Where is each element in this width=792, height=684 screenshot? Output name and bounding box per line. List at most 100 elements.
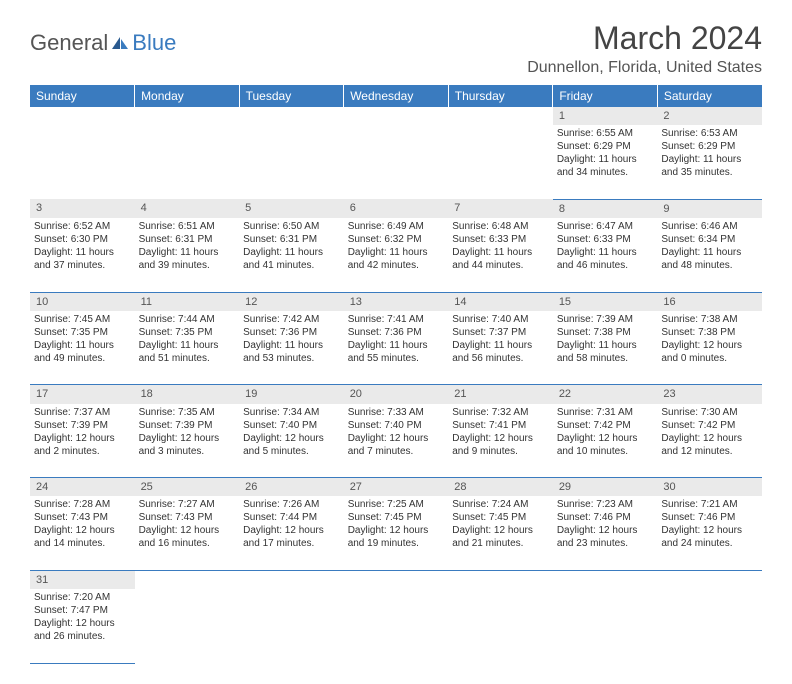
sunrise-text: Sunrise: 7:33 AM xyxy=(348,406,445,419)
sunset-text: Sunset: 7:35 PM xyxy=(139,326,236,339)
day2-text: and 16 minutes. xyxy=(139,537,236,550)
day1-text: Daylight: 12 hours xyxy=(661,524,758,537)
sunset-text: Sunset: 6:33 PM xyxy=(557,233,654,246)
sunrise-text: Sunrise: 7:39 AM xyxy=(557,313,654,326)
day-cell: Sunrise: 7:20 AMSunset: 7:47 PMDaylight:… xyxy=(30,589,135,663)
sunrise-text: Sunrise: 7:25 AM xyxy=(348,498,445,511)
day2-text: and 56 minutes. xyxy=(452,352,549,365)
sunrise-text: Sunrise: 7:24 AM xyxy=(452,498,549,511)
day1-text: Daylight: 12 hours xyxy=(243,524,340,537)
sunrise-text: Sunrise: 6:50 AM xyxy=(243,220,340,233)
sunrise-text: Sunrise: 7:32 AM xyxy=(452,406,549,419)
sunset-text: Sunset: 7:43 PM xyxy=(139,511,236,524)
sunrise-text: Sunrise: 7:28 AM xyxy=(34,498,131,511)
sunrise-text: Sunrise: 7:42 AM xyxy=(243,313,340,326)
day2-text: and 35 minutes. xyxy=(661,166,758,179)
day1-text: Daylight: 12 hours xyxy=(557,432,654,445)
sunrise-text: Sunrise: 6:52 AM xyxy=(34,220,131,233)
day1-text: Daylight: 11 hours xyxy=(452,339,549,352)
day-number xyxy=(135,107,240,125)
day2-text: and 19 minutes. xyxy=(348,537,445,550)
sunrise-text: Sunrise: 7:37 AM xyxy=(34,406,131,419)
sunrise-text: Sunrise: 7:41 AM xyxy=(348,313,445,326)
day-cell: Sunrise: 7:39 AMSunset: 7:38 PMDaylight:… xyxy=(553,311,658,385)
day1-text: Daylight: 11 hours xyxy=(243,339,340,352)
day-number: 10 xyxy=(30,292,135,311)
day1-text: Daylight: 12 hours xyxy=(34,432,131,445)
day2-text: and 17 minutes. xyxy=(243,537,340,550)
day1-text: Daylight: 11 hours xyxy=(557,153,654,166)
sunrise-text: Sunrise: 7:35 AM xyxy=(139,406,236,419)
day-cell: Sunrise: 7:33 AMSunset: 7:40 PMDaylight:… xyxy=(344,404,449,478)
weekday-header: Saturday xyxy=(657,85,762,107)
weekday-header: Friday xyxy=(553,85,658,107)
day-number xyxy=(344,107,449,125)
day-number: 19 xyxy=(239,385,344,404)
sunset-text: Sunset: 7:44 PM xyxy=(243,511,340,524)
sunset-text: Sunset: 6:33 PM xyxy=(452,233,549,246)
sunrise-text: Sunrise: 6:46 AM xyxy=(661,220,758,233)
day-cell xyxy=(239,589,344,663)
sunrise-text: Sunrise: 7:30 AM xyxy=(661,406,758,419)
day-number: 27 xyxy=(344,478,449,497)
sunrise-text: Sunrise: 6:51 AM xyxy=(139,220,236,233)
day-cell: Sunrise: 7:44 AMSunset: 7:35 PMDaylight:… xyxy=(135,311,240,385)
logo: General Blue xyxy=(30,30,176,56)
day-cell: Sunrise: 7:32 AMSunset: 7:41 PMDaylight:… xyxy=(448,404,553,478)
day-number: 11 xyxy=(135,292,240,311)
day1-text: Daylight: 12 hours xyxy=(243,432,340,445)
week-row: Sunrise: 6:55 AMSunset: 6:29 PMDaylight:… xyxy=(30,125,762,199)
sunset-text: Sunset: 6:34 PM xyxy=(661,233,758,246)
page-title: March 2024 xyxy=(527,20,762,57)
day-number: 2 xyxy=(657,107,762,125)
day2-text: and 41 minutes. xyxy=(243,259,340,272)
sunrise-text: Sunrise: 6:55 AM xyxy=(557,127,654,140)
daynum-row: 3456789 xyxy=(30,199,762,218)
day-cell xyxy=(448,589,553,663)
sunset-text: Sunset: 6:31 PM xyxy=(139,233,236,246)
sunset-text: Sunset: 7:35 PM xyxy=(34,326,131,339)
day-cell: Sunrise: 7:26 AMSunset: 7:44 PMDaylight:… xyxy=(239,496,344,570)
calendar-table: Sunday Monday Tuesday Wednesday Thursday… xyxy=(30,85,762,664)
logo-sail-icon xyxy=(110,35,130,51)
sunset-text: Sunset: 7:39 PM xyxy=(139,419,236,432)
sunset-text: Sunset: 7:38 PM xyxy=(557,326,654,339)
day1-text: Daylight: 11 hours xyxy=(139,339,236,352)
day-cell: Sunrise: 7:41 AMSunset: 7:36 PMDaylight:… xyxy=(344,311,449,385)
sunset-text: Sunset: 6:30 PM xyxy=(34,233,131,246)
day2-text: and 12 minutes. xyxy=(661,445,758,458)
day1-text: Daylight: 11 hours xyxy=(139,246,236,259)
day-number: 7 xyxy=(448,199,553,218)
location-text: Dunnellon, Florida, United States xyxy=(527,59,762,77)
day-number xyxy=(30,107,135,125)
day1-text: Daylight: 12 hours xyxy=(34,617,131,630)
sunrise-text: Sunrise: 6:48 AM xyxy=(452,220,549,233)
day-number: 23 xyxy=(657,385,762,404)
day1-text: Daylight: 11 hours xyxy=(348,339,445,352)
day-cell: Sunrise: 6:53 AMSunset: 6:29 PMDaylight:… xyxy=(657,125,762,199)
day-cell: Sunrise: 6:50 AMSunset: 6:31 PMDaylight:… xyxy=(239,218,344,292)
day1-text: Daylight: 11 hours xyxy=(348,246,445,259)
sunset-text: Sunset: 7:40 PM xyxy=(243,419,340,432)
sunset-text: Sunset: 7:47 PM xyxy=(34,604,131,617)
day-cell: Sunrise: 7:30 AMSunset: 7:42 PMDaylight:… xyxy=(657,404,762,478)
day-number: 17 xyxy=(30,385,135,404)
sunrise-text: Sunrise: 6:49 AM xyxy=(348,220,445,233)
sunrise-text: Sunrise: 7:34 AM xyxy=(243,406,340,419)
header: General Blue March 2024 Dunnellon, Flori… xyxy=(30,20,762,77)
day-cell: Sunrise: 7:31 AMSunset: 7:42 PMDaylight:… xyxy=(553,404,658,478)
day-cell: Sunrise: 6:55 AMSunset: 6:29 PMDaylight:… xyxy=(553,125,658,199)
day1-text: Daylight: 12 hours xyxy=(139,432,236,445)
day1-text: Daylight: 11 hours xyxy=(452,246,549,259)
day2-text: and 46 minutes. xyxy=(557,259,654,272)
day-number xyxy=(135,570,240,589)
sunrise-text: Sunrise: 7:45 AM xyxy=(34,313,131,326)
sunset-text: Sunset: 6:31 PM xyxy=(243,233,340,246)
day2-text: and 44 minutes. xyxy=(452,259,549,272)
day-number: 1 xyxy=(553,107,658,125)
day-cell: Sunrise: 6:52 AMSunset: 6:30 PMDaylight:… xyxy=(30,218,135,292)
day-number: 8 xyxy=(553,199,658,218)
day-cell xyxy=(135,589,240,663)
day-number xyxy=(239,107,344,125)
sunset-text: Sunset: 7:42 PM xyxy=(557,419,654,432)
